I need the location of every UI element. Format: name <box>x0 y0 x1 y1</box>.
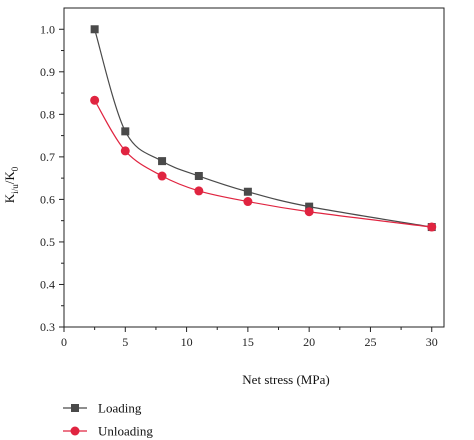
legend-marker <box>71 404 79 412</box>
x-tick-label: 5 <box>122 335 128 349</box>
y-tick-label: 0.8 <box>40 107 55 121</box>
data-point-loading <box>158 157 167 166</box>
y-tick-label: 0.7 <box>40 150 55 164</box>
x-axis-title: Net stress (MPa) <box>242 372 329 387</box>
legend: Loading Unloading <box>63 401 153 439</box>
y-axis-title: Ki/u/K0 <box>2 166 20 203</box>
data-point-unloading <box>304 207 314 217</box>
x-tick-label: 0 <box>61 335 67 349</box>
data-point-loading <box>121 127 130 136</box>
legend-marker <box>70 426 80 436</box>
y-axis-title-part: /K <box>2 171 17 185</box>
plot-frame <box>63 7 445 328</box>
y-tick-label: 0.3 <box>40 320 55 334</box>
legend-label-unloading: Unloading <box>98 424 153 439</box>
x-tick-label: 15 <box>242 335 254 349</box>
data-point-loading <box>194 172 203 181</box>
data-point-unloading <box>157 171 167 181</box>
data-point-unloading <box>194 186 204 196</box>
data-point-unloading <box>120 146 130 156</box>
y-axis-title-subscript: 0 <box>10 166 20 171</box>
y-tick-label: 1.0 <box>40 22 55 36</box>
y-tick-label: 0.6 <box>40 192 55 206</box>
data-point-unloading <box>90 95 100 105</box>
data-point-unloading <box>427 222 437 232</box>
y-tick-label: 0.5 <box>40 235 55 249</box>
data-point-loading <box>305 202 314 211</box>
x-tick-label: 25 <box>364 335 376 349</box>
x-tick-label: 30 <box>426 335 438 349</box>
y-axis-title-part: K <box>2 193 17 203</box>
data-point-unloading <box>243 197 253 207</box>
legend-label-loading: Loading <box>98 401 142 416</box>
series-line-loading <box>94 29 432 228</box>
series-line-unloading <box>94 99 432 228</box>
x-tick-label: 10 <box>181 335 193 349</box>
data-point-loading <box>243 187 252 196</box>
data-point-loading <box>90 25 99 34</box>
y-axis-title-subscript: i/u <box>10 184 20 194</box>
curves <box>94 29 432 228</box>
y-tick-label: 0.9 <box>40 65 55 79</box>
axes: 0 5 10 15 20 25 30 0.3 0.4 0.5 0.6 0.7 0.8 0.9 1.0 <box>40 7 445 349</box>
y-tick-label: 0.4 <box>40 277 55 291</box>
x-tick-label: 20 <box>303 335 315 349</box>
markers <box>90 25 437 232</box>
